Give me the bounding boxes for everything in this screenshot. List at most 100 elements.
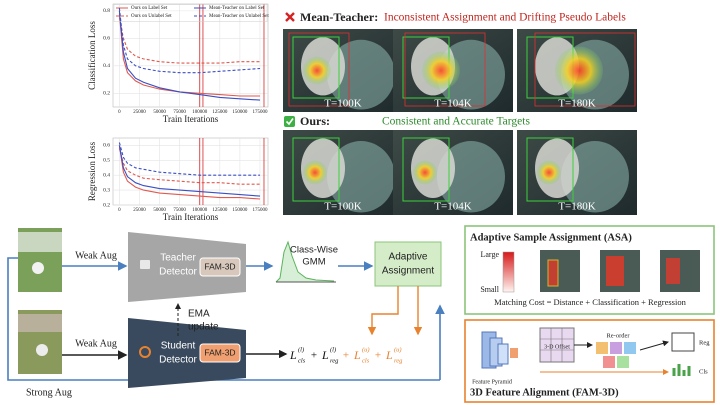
loss-sub: cls: [362, 357, 370, 364]
loss-op: +: [311, 350, 317, 362]
x-tick-label: 125000: [212, 208, 228, 213]
loss-line: [118, 145, 261, 197]
legend-label: Ours on Label Set: [131, 6, 168, 11]
time-label: T=180K: [558, 98, 595, 110]
loss-line: [118, 145, 261, 200]
legend-label: Mean-Teacher on Label Set: [209, 6, 265, 11]
mt-desc: Inconsistent Assignment and Drifting Pse…: [384, 12, 626, 24]
shape: [437, 141, 505, 213]
check-icon: [284, 116, 295, 127]
heatmap: [422, 51, 460, 90]
teacher-line2: Detector: [159, 267, 197, 278]
time-label: T=104K: [434, 201, 471, 213]
loss-sub: reg: [330, 357, 339, 364]
x-tick-label: 150000: [232, 208, 248, 213]
shape: [327, 141, 395, 213]
y-tick-label: 0.3: [103, 187, 110, 193]
x-axis-label: Train Iterations: [163, 114, 219, 124]
x-tick-label: 150000: [232, 110, 248, 115]
matching-cost: Matching Cost = Distance + Classificatio…: [494, 297, 686, 307]
asa-heat: [666, 258, 680, 284]
color-bar: [502, 251, 515, 293]
small: Small: [480, 285, 499, 294]
reorder-label: Re-order: [606, 332, 630, 339]
image-strong-stands: [18, 314, 62, 332]
loss-op: +: [375, 350, 381, 362]
y-tick-label: 0.4: [103, 172, 110, 178]
grid: [540, 328, 574, 362]
gt-box: [292, 36, 340, 99]
fam-student-box: [199, 343, 241, 363]
legend-label: Ours on Unlabel Set: [131, 14, 172, 19]
cls-bars: [672, 364, 691, 376]
time-label: T=180K: [558, 201, 595, 213]
large: Large: [480, 250, 499, 259]
line-chart: 0.2 0.3 0.4 0.5 0.6 0 25000 50000 75000 100000 125…: [87, 137, 269, 222]
y-tick-label: 0.8: [103, 8, 110, 14]
loss-sub: cls: [298, 357, 306, 364]
student-line2: Detector: [159, 355, 197, 366]
loss-line: [118, 10, 261, 101]
fam-teacher-box: [199, 257, 241, 277]
heatmap: [303, 160, 327, 185]
ours-desc: Consistent and Accurate Targets: [382, 116, 530, 128]
x-tick-label: 75000: [173, 208, 186, 213]
teacher-line1: Teacher: [160, 253, 196, 264]
x-tick-label: 0: [118, 110, 121, 115]
heatmap: [303, 56, 331, 85]
teacher-detector: [128, 232, 246, 302]
asa-title: Adaptive Sample Assignment (ASA): [470, 232, 632, 243]
comparison-images: T=100K T=104K T=180K T=100K T=104K T=180K: [283, 29, 637, 215]
time-label: T=100K: [324, 98, 361, 110]
loss-formula: L (l)cls + L (l)reg + L (u)cls + L (u)reg: [289, 346, 403, 364]
weak-aug: Weak Aug: [75, 338, 117, 349]
gmm-curve: [275, 240, 335, 283]
x-tick-label: 75000: [173, 110, 186, 115]
asa-heat: [547, 259, 559, 287]
loss-symbol: L: [385, 348, 393, 362]
weak-aug: Weak Aug: [75, 250, 117, 261]
heatmap: [537, 160, 561, 185]
y-tick-label: 0.2: [103, 202, 110, 208]
asa-heat: [606, 256, 624, 286]
ema-line2: update: [188, 322, 219, 333]
gt-box: [526, 137, 574, 202]
offset-label: 3-D Offset: [544, 343, 570, 350]
loss-symbol: L: [321, 348, 329, 362]
update-icon: [139, 346, 151, 358]
pseudo-box: [404, 32, 486, 107]
x-tick-label: 175000: [252, 110, 268, 115]
loss-sub: reg: [394, 357, 403, 364]
x-tick-label: 25000: [133, 208, 146, 213]
x-tick-label: 100000: [192, 110, 208, 115]
loss-sup: (u): [394, 346, 402, 353]
pipeline: Strong Aug Weak Aug Weak Aug Teacher Det…: [7, 228, 445, 398]
y-tick-label: 0.5: [103, 158, 110, 164]
line-chart: 0.2 0.4 0.6 0.8 0 25000 50000 75000 100000 125000…: [87, 3, 269, 124]
cube: [617, 356, 629, 368]
ema-line1: EMA: [188, 309, 210, 320]
shape: [561, 141, 629, 213]
assign-arrow: [367, 286, 399, 336]
legend-box: [113, 4, 268, 22]
loss-sup: (l): [330, 346, 336, 353]
x-tick-label: 125000: [212, 110, 228, 115]
y-axis-label: Regression Loss: [87, 141, 97, 201]
loss-symbol: L: [289, 348, 297, 362]
cube: [610, 342, 622, 354]
time-label: T=104K: [434, 98, 471, 110]
gmm-line2: GMM: [302, 257, 325, 268]
gt-box: [292, 137, 340, 202]
x-tick-label: 0: [118, 208, 121, 213]
pseudo-box: [288, 32, 350, 107]
pseudo-box: [534, 32, 636, 107]
x-axis-label: Train Iterations: [163, 212, 219, 222]
legend-label: Mean-Teacher on Unlabel Set: [209, 14, 269, 19]
player: [36, 344, 48, 356]
assignment-line1: Adaptive: [389, 252, 428, 263]
strong-aug-path: [7, 257, 440, 381]
assignment-line2: Assignment: [382, 266, 434, 277]
fam-teacher: FAM-3D: [204, 261, 235, 271]
y-tick-label: 0.2: [103, 91, 110, 97]
heatmap: [555, 46, 603, 95]
